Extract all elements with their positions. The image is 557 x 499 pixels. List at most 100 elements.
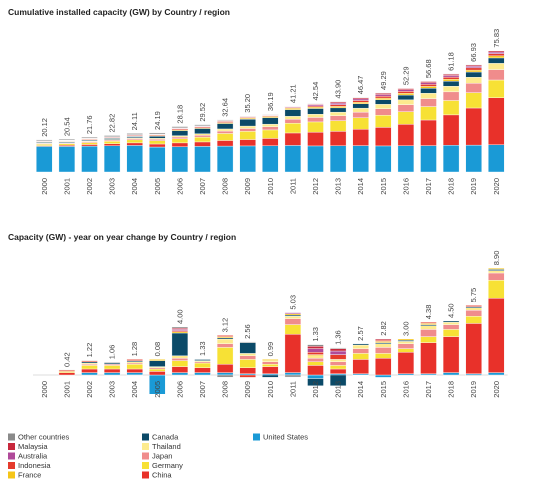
bar-segment bbox=[421, 329, 437, 336]
bar-segment bbox=[308, 375, 324, 379]
total-label: 1.22 bbox=[85, 343, 94, 358]
bar-segment bbox=[398, 91, 414, 93]
bar-segment bbox=[285, 123, 301, 133]
bar-segment bbox=[308, 117, 324, 121]
bar-segment bbox=[375, 375, 391, 377]
total-label: 1.28 bbox=[130, 342, 139, 357]
bar-segment bbox=[466, 375, 482, 376]
legend-label: Germany bbox=[152, 461, 183, 470]
x-tick-label: 2000 bbox=[40, 178, 49, 195]
bar-segment bbox=[172, 361, 188, 367]
bar-segment bbox=[262, 138, 278, 145]
total-label: 1.33 bbox=[198, 341, 207, 356]
total-label: 0.42 bbox=[62, 352, 71, 367]
bar-segment bbox=[59, 146, 75, 172]
bar-segment bbox=[127, 373, 143, 375]
total-label: 24.19 bbox=[153, 111, 162, 130]
bar-segment bbox=[443, 100, 459, 114]
bar-segment bbox=[172, 139, 188, 143]
total-label: 29.52 bbox=[198, 103, 207, 122]
x-tick-label: 2005 bbox=[153, 381, 162, 398]
total-label: 56.68 bbox=[424, 59, 433, 78]
bar-segment bbox=[104, 369, 120, 373]
x-tick-label: 2007 bbox=[198, 381, 207, 398]
bar-segment bbox=[149, 144, 165, 147]
bar-segment bbox=[217, 335, 233, 336]
total-label: 21.76 bbox=[85, 115, 94, 134]
bar-segment bbox=[375, 115, 391, 127]
bar-segment bbox=[398, 146, 414, 172]
total-label: 4.50 bbox=[447, 303, 456, 318]
bar-segment bbox=[421, 88, 437, 93]
bar-segment bbox=[285, 110, 301, 117]
bar-segment bbox=[82, 144, 98, 146]
bar-segment bbox=[104, 362, 120, 363]
bar-segment bbox=[330, 365, 346, 369]
bar-segment bbox=[172, 127, 188, 128]
bar-segment bbox=[375, 344, 391, 348]
bar-segment bbox=[104, 141, 120, 143]
x-tick-label: 2005 bbox=[153, 178, 162, 195]
total-label: 0.99 bbox=[266, 342, 275, 357]
bar-segment bbox=[36, 140, 52, 141]
total-label: 75.83 bbox=[492, 29, 501, 48]
bar-segment bbox=[149, 369, 165, 371]
bar-segment bbox=[488, 273, 504, 280]
legend-label: China bbox=[152, 471, 172, 480]
bar-segment bbox=[466, 145, 482, 172]
bar-segment bbox=[375, 98, 391, 100]
bar-segment bbox=[240, 146, 256, 172]
total-label: 36.19 bbox=[266, 92, 275, 111]
bar-segment bbox=[195, 135, 211, 137]
bar-segment bbox=[466, 93, 482, 108]
bar-segment bbox=[398, 95, 414, 100]
bar-segment bbox=[466, 68, 482, 70]
bar-segment bbox=[466, 70, 482, 72]
total-label: 24.11 bbox=[130, 112, 139, 130]
bar-segment bbox=[82, 365, 98, 369]
bar-segment bbox=[330, 362, 346, 366]
bar-segment bbox=[330, 108, 346, 112]
legend-label: Thailand bbox=[152, 442, 181, 451]
x-tick-label: 2007 bbox=[198, 178, 207, 195]
total-label: 2.82 bbox=[379, 321, 388, 336]
bar-segment bbox=[172, 327, 188, 328]
bar-segment bbox=[127, 145, 143, 172]
bar-segment bbox=[217, 133, 233, 140]
bar-segment bbox=[149, 139, 165, 140]
bar-segment bbox=[217, 373, 233, 375]
bar-segment bbox=[398, 352, 414, 374]
bar-segment bbox=[217, 339, 233, 344]
x-tick-label: 2016 bbox=[401, 381, 410, 398]
bar-segment bbox=[398, 344, 414, 349]
total-label: 3.12 bbox=[221, 318, 230, 333]
bar-segment bbox=[217, 129, 233, 131]
bar-segment bbox=[375, 95, 391, 97]
bar-segment bbox=[240, 131, 256, 139]
bar-segment bbox=[149, 371, 165, 375]
bar-segment bbox=[488, 298, 504, 372]
legend-swatch bbox=[8, 443, 15, 450]
x-tick-label: 2006 bbox=[175, 178, 184, 195]
bar-segment bbox=[421, 86, 437, 88]
bar-segment bbox=[330, 351, 346, 355]
bar-segment bbox=[488, 58, 504, 63]
bar-segment bbox=[308, 132, 324, 146]
bar-segment bbox=[353, 349, 369, 354]
bar-segment bbox=[421, 93, 437, 98]
bar-segment bbox=[195, 363, 211, 368]
bar-segment bbox=[285, 325, 301, 335]
x-tick-label: 2018 bbox=[447, 178, 456, 195]
bar-segment bbox=[421, 120, 437, 146]
total-label: 22.82 bbox=[108, 114, 117, 133]
x-tick-label: 2014 bbox=[356, 178, 365, 195]
x-tick-label: 2002 bbox=[85, 178, 94, 195]
total-label: 5.03 bbox=[288, 295, 297, 310]
bar-segment bbox=[127, 140, 143, 143]
bar-segment bbox=[466, 308, 482, 310]
bar-segment bbox=[443, 321, 459, 322]
bar-segment bbox=[375, 104, 391, 108]
bar-segment bbox=[262, 359, 278, 360]
bar-segment bbox=[308, 352, 324, 354]
bar-segment bbox=[398, 349, 414, 353]
